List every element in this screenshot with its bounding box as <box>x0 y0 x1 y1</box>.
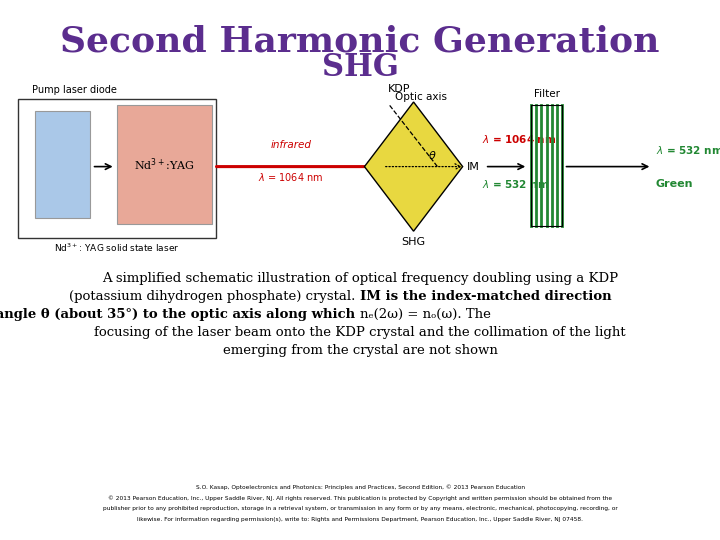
Bar <box>117 105 212 225</box>
Polygon shape <box>364 102 463 231</box>
Text: (potassium dihydrogen phosphate) crystal.: (potassium dihydrogen phosphate) crystal… <box>69 290 360 303</box>
Text: S.O. Kasap, Optoelectronics and Photonics: Principles and Practices, Second Edit: S.O. Kasap, Optoelectronics and Photonic… <box>196 484 524 490</box>
Text: A simplified schematic illustration of optical frequency doubling using a KDP: A simplified schematic illustration of o… <box>102 272 618 285</box>
Text: emerging from the crystal are not shown: emerging from the crystal are not shown <box>222 344 498 357</box>
Text: Nd$^{3+}$: YAG solid state laser: Nd$^{3+}$: YAG solid state laser <box>54 242 179 254</box>
Text: Green: Green <box>656 179 693 188</box>
Text: at an angle θ (about 35°) to the optic axis along which: at an angle θ (about 35°) to the optic a… <box>0 308 360 321</box>
Text: Second Harmonic Generation: Second Harmonic Generation <box>60 25 660 59</box>
Text: Nd$^{3+}$:YAG: Nd$^{3+}$:YAG <box>134 157 195 173</box>
Text: KDP: KDP <box>387 84 410 94</box>
Text: focusing of the laser beam onto the KDP crystal and the collimation of the light: focusing of the laser beam onto the KDP … <box>94 326 626 339</box>
Text: $\lambda$ = 1064 nm: $\lambda$ = 1064 nm <box>482 133 556 145</box>
Text: IM: IM <box>467 161 480 172</box>
Text: likewise. For information regarding permission(s), write to: Rights and Permissi: likewise. For information regarding perm… <box>137 517 583 522</box>
Text: publisher prior to any prohibited reproduction, storage in a retrieval system, o: publisher prior to any prohibited reprod… <box>103 506 617 511</box>
Text: nₑ(2ω) = nₒ(ω). The: nₑ(2ω) = nₒ(ω). The <box>360 308 491 321</box>
Bar <box>18 99 216 238</box>
Text: $\lambda$ = 532 nm: $\lambda$ = 532 nm <box>482 178 549 190</box>
Bar <box>35 111 89 218</box>
Text: $\lambda$ = 532 nm: $\lambda$ = 532 nm <box>656 144 720 156</box>
Text: $\theta$: $\theta$ <box>428 148 436 160</box>
Text: Optic axis: Optic axis <box>395 92 446 103</box>
Text: Pump laser diode: Pump laser diode <box>32 85 117 94</box>
Text: SHG: SHG <box>402 237 426 247</box>
Text: $\lambda$ = 1064 nm: $\lambda$ = 1064 nm <box>258 171 323 183</box>
Text: SHG: SHG <box>322 52 398 83</box>
Bar <box>531 105 562 226</box>
Text: Filter: Filter <box>534 90 559 99</box>
Text: © 2013 Pearson Education, Inc., Upper Saddle River, NJ. All rights reserved. Thi: © 2013 Pearson Education, Inc., Upper Sa… <box>108 495 612 501</box>
Text: infrared: infrared <box>270 140 311 150</box>
Text: IM is the index-matched direction: IM is the index-matched direction <box>360 290 611 303</box>
